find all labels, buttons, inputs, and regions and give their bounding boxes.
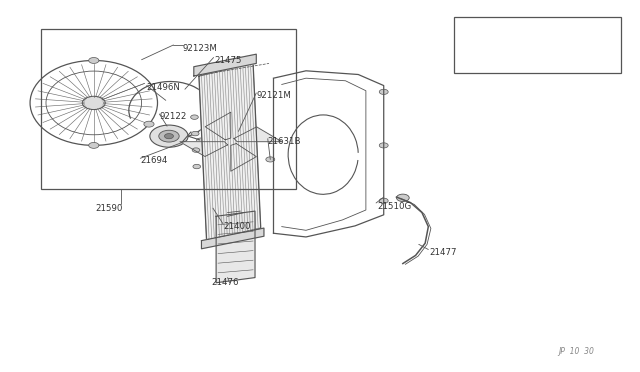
Circle shape <box>89 142 99 148</box>
Circle shape <box>226 139 236 145</box>
Circle shape <box>220 135 243 148</box>
Text: 21496N: 21496N <box>147 83 180 92</box>
Text: 21590: 21590 <box>96 204 123 213</box>
Circle shape <box>89 58 99 63</box>
Circle shape <box>191 131 199 136</box>
Text: 21599N: 21599N <box>487 33 521 42</box>
Circle shape <box>467 46 472 49</box>
Text: 21476: 21476 <box>212 278 239 286</box>
Polygon shape <box>234 127 282 142</box>
Circle shape <box>144 121 154 127</box>
Circle shape <box>196 138 205 143</box>
Circle shape <box>192 148 200 152</box>
Bar <box>454 17 621 73</box>
Polygon shape <box>194 54 256 76</box>
Text: 21475: 21475 <box>215 56 243 65</box>
Circle shape <box>159 130 179 142</box>
Bar <box>41 29 296 189</box>
Circle shape <box>164 134 173 139</box>
Text: 92123M: 92123M <box>183 44 218 53</box>
Circle shape <box>380 143 388 148</box>
Text: 21694: 21694 <box>140 157 168 166</box>
Circle shape <box>191 115 198 119</box>
Circle shape <box>380 198 388 203</box>
Polygon shape <box>205 112 231 140</box>
Text: JP  10  30: JP 10 30 <box>558 347 594 356</box>
Circle shape <box>150 125 188 147</box>
Polygon shape <box>199 63 260 241</box>
Text: 21631B: 21631B <box>268 137 301 146</box>
Polygon shape <box>180 142 228 157</box>
Text: 21599N: 21599N <box>520 25 555 34</box>
Polygon shape <box>231 144 257 171</box>
Text: 21400: 21400 <box>223 222 251 231</box>
Circle shape <box>266 157 275 162</box>
Circle shape <box>83 96 105 110</box>
Text: 92121M: 92121M <box>256 91 291 100</box>
Polygon shape <box>202 228 264 249</box>
Text: 21477: 21477 <box>429 248 457 257</box>
Circle shape <box>396 194 409 202</box>
Polygon shape <box>216 211 255 283</box>
Text: 21510G: 21510G <box>378 202 412 211</box>
Text: 92122: 92122 <box>159 112 187 121</box>
Circle shape <box>380 89 388 94</box>
Circle shape <box>193 164 200 169</box>
